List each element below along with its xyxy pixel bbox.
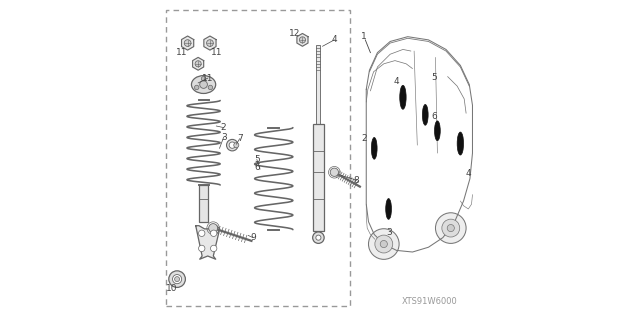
Circle shape bbox=[313, 232, 324, 243]
Text: 12: 12 bbox=[289, 29, 300, 38]
Circle shape bbox=[442, 219, 460, 237]
Polygon shape bbox=[196, 226, 220, 259]
Text: 6: 6 bbox=[431, 112, 437, 121]
Text: 11: 11 bbox=[175, 48, 187, 57]
Circle shape bbox=[316, 235, 321, 240]
Circle shape bbox=[169, 271, 186, 287]
Text: 7: 7 bbox=[237, 134, 243, 143]
Polygon shape bbox=[182, 36, 194, 50]
Bar bbox=[317, 45, 320, 124]
Text: 3: 3 bbox=[387, 228, 392, 237]
Ellipse shape bbox=[422, 105, 428, 125]
Text: 3: 3 bbox=[221, 133, 227, 142]
Ellipse shape bbox=[386, 198, 392, 219]
Circle shape bbox=[209, 224, 218, 233]
Text: 2: 2 bbox=[361, 134, 367, 143]
Ellipse shape bbox=[400, 85, 406, 109]
Ellipse shape bbox=[457, 132, 463, 155]
Text: 9: 9 bbox=[250, 233, 256, 242]
Text: 8: 8 bbox=[354, 176, 360, 185]
Ellipse shape bbox=[191, 76, 216, 93]
Circle shape bbox=[211, 245, 217, 252]
Text: 11: 11 bbox=[202, 74, 214, 83]
Ellipse shape bbox=[435, 121, 440, 141]
Circle shape bbox=[447, 225, 454, 232]
Bar bbox=[199, 185, 208, 222]
Circle shape bbox=[208, 85, 212, 90]
Text: XTS91W6000: XTS91W6000 bbox=[402, 297, 458, 306]
Circle shape bbox=[234, 143, 239, 148]
Circle shape bbox=[202, 77, 206, 81]
Text: 5: 5 bbox=[254, 155, 260, 164]
Circle shape bbox=[184, 40, 191, 47]
Circle shape bbox=[200, 81, 207, 88]
Ellipse shape bbox=[371, 137, 377, 159]
Circle shape bbox=[198, 230, 205, 236]
Polygon shape bbox=[193, 57, 204, 70]
Text: 4: 4 bbox=[393, 77, 399, 86]
Circle shape bbox=[227, 139, 238, 151]
Polygon shape bbox=[297, 33, 308, 46]
Text: 5: 5 bbox=[431, 73, 437, 82]
Circle shape bbox=[211, 230, 217, 236]
Text: 11: 11 bbox=[211, 48, 222, 57]
Circle shape bbox=[195, 61, 201, 67]
Circle shape bbox=[175, 277, 180, 282]
Circle shape bbox=[229, 142, 236, 148]
Circle shape bbox=[207, 40, 213, 47]
Circle shape bbox=[195, 85, 199, 90]
Text: 2: 2 bbox=[221, 123, 227, 132]
Circle shape bbox=[369, 229, 399, 259]
Circle shape bbox=[173, 275, 182, 284]
Circle shape bbox=[375, 235, 393, 253]
Circle shape bbox=[380, 241, 387, 248]
Text: 1: 1 bbox=[361, 32, 367, 41]
Text: 4: 4 bbox=[465, 169, 471, 178]
Polygon shape bbox=[204, 36, 216, 50]
Circle shape bbox=[435, 213, 466, 243]
Circle shape bbox=[198, 245, 205, 252]
Circle shape bbox=[300, 37, 305, 43]
Text: 6: 6 bbox=[254, 163, 260, 172]
Circle shape bbox=[330, 168, 339, 176]
Text: 4: 4 bbox=[332, 35, 337, 44]
Bar bbox=[313, 124, 324, 231]
Text: 10: 10 bbox=[166, 284, 177, 293]
